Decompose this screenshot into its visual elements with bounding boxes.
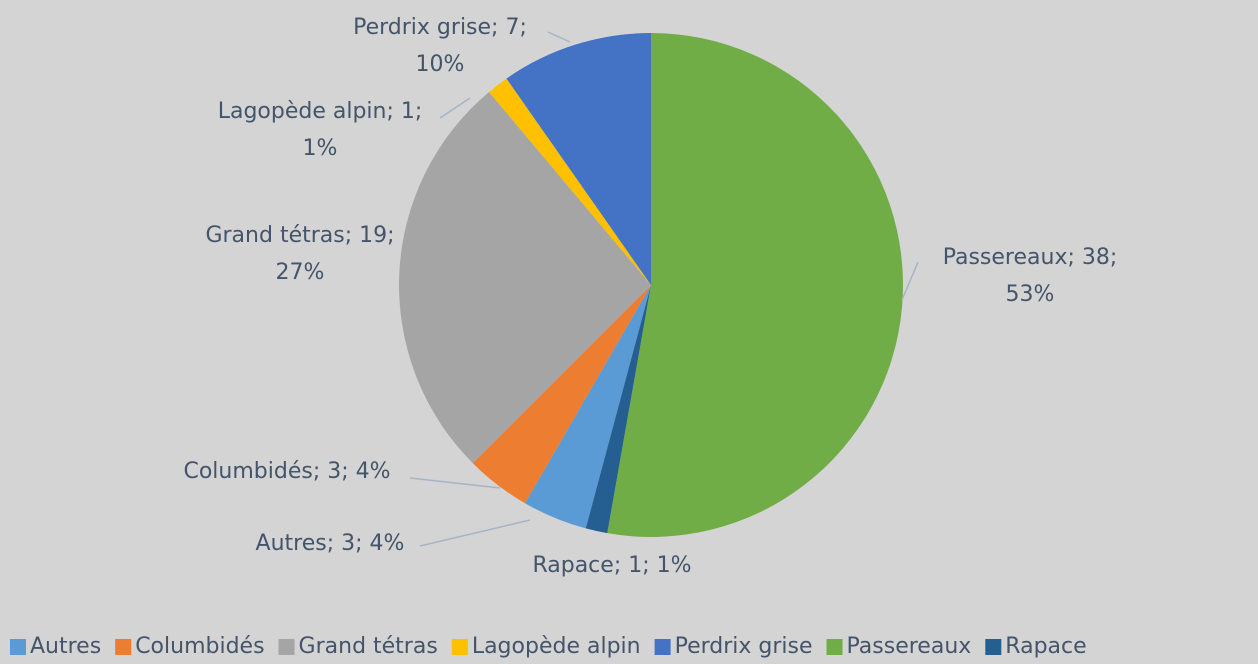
data-label: Rapace; 1; 1% <box>532 553 691 578</box>
data-label: 10% <box>416 52 465 77</box>
legend-swatch <box>985 639 1002 655</box>
legend-label: Rapace <box>1005 634 1086 659</box>
legend-label: Lagopède alpin <box>472 634 641 659</box>
pie-slice <box>489 78 651 285</box>
data-label: 1% <box>303 136 338 161</box>
legend-label: Autres <box>30 634 101 659</box>
pie-slice <box>585 285 651 534</box>
legend-label: Perdrix grise <box>675 634 813 659</box>
legend-swatch <box>115 639 132 655</box>
data-label: Grand tétras; 19; <box>205 223 394 248</box>
data-label: Perdrix grise; 7; <box>353 15 527 40</box>
data-label: Passereaux; 38; <box>943 245 1118 270</box>
leader-line <box>901 261 919 301</box>
legend-swatch <box>826 639 843 655</box>
data-label: 27% <box>276 260 325 285</box>
leader-line <box>409 477 501 489</box>
legend-label: Grand tétras <box>299 634 438 659</box>
leader-line <box>547 31 571 43</box>
data-label: Columbidés; 3; 4% <box>183 459 390 484</box>
legend-swatch <box>10 639 26 655</box>
legend-label: Columbidés <box>135 634 264 659</box>
leader-line <box>439 97 471 119</box>
legend-swatch <box>451 639 468 655</box>
pie-slice <box>525 285 651 529</box>
pie-slice <box>472 285 651 504</box>
leader-line <box>419 519 531 547</box>
pie-slice <box>607 33 903 537</box>
legend-swatch <box>278 639 295 655</box>
data-label: 53% <box>1006 282 1055 307</box>
data-label: Lagopède alpin; 1; <box>218 99 423 124</box>
legend-label: Passereaux <box>847 634 972 659</box>
pie-slice <box>506 33 651 285</box>
data-label: Autres; 3; 4% <box>256 531 405 556</box>
legend-swatch <box>654 639 671 655</box>
pie-slice <box>398 91 651 464</box>
